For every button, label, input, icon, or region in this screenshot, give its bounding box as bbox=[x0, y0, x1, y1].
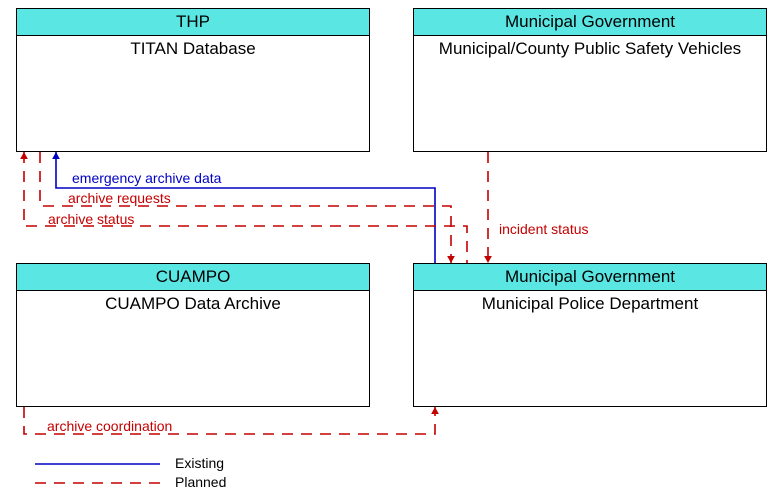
edge-label: archive status bbox=[48, 211, 134, 227]
node-header: CUAMPO bbox=[17, 264, 369, 291]
node-mg-veh: Municipal GovernmentMunicipal/County Pub… bbox=[413, 8, 767, 152]
node-mg-pd: Municipal GovernmentMunicipal Police Dep… bbox=[413, 263, 767, 407]
legend-existing-label: Existing bbox=[175, 455, 224, 471]
node-body: Municipal Police Department bbox=[414, 291, 766, 317]
node-body: TITAN Database bbox=[17, 36, 369, 62]
node-body: CUAMPO Data Archive bbox=[17, 291, 369, 317]
edge-label: archive requests bbox=[68, 190, 171, 206]
legend-planned-label: Planned bbox=[175, 474, 226, 490]
node-header: THP bbox=[17, 9, 369, 36]
edge-label: archive coordination bbox=[47, 418, 172, 434]
node-body: Municipal/County Public Safety Vehicles bbox=[414, 36, 766, 62]
edge-label: incident status bbox=[499, 221, 589, 237]
node-thp: THPTITAN Database bbox=[16, 8, 370, 152]
node-header: Municipal Government bbox=[414, 264, 766, 291]
node-header: Municipal Government bbox=[414, 9, 766, 36]
edge-label: emergency archive data bbox=[72, 170, 221, 186]
node-cuampo: CUAMPOCUAMPO Data Archive bbox=[16, 263, 370, 407]
